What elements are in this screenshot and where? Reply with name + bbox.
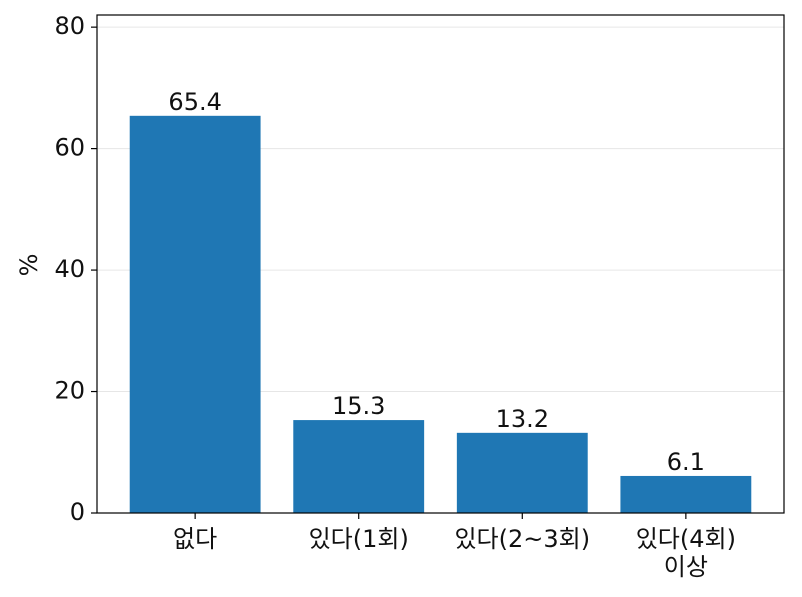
bar (129, 115, 261, 513)
y-tick-label: 80 (54, 12, 85, 40)
y-tick-label: 60 (54, 134, 85, 162)
x-tick-label: 없다 (173, 525, 218, 553)
x-tick-label: 있다(2~3회) (454, 525, 591, 553)
value-label: 13.2 (496, 405, 549, 433)
y-tick-label: 20 (54, 377, 85, 405)
y-tick-label: 0 (70, 498, 85, 526)
value-label: 15.3 (332, 392, 385, 420)
bar (620, 475, 752, 513)
y-axis-label: % (15, 254, 43, 277)
bar (293, 420, 425, 513)
x-tick-label: 있다(1회) (308, 525, 409, 553)
y-tick-label: 40 (54, 255, 85, 283)
value-label: 6.1 (667, 448, 705, 476)
bar (456, 432, 588, 513)
x-tick-label: 있다(4회) 이상 (635, 525, 736, 581)
plot-frame (96, 14, 785, 514)
value-label: 65.4 (168, 88, 221, 116)
